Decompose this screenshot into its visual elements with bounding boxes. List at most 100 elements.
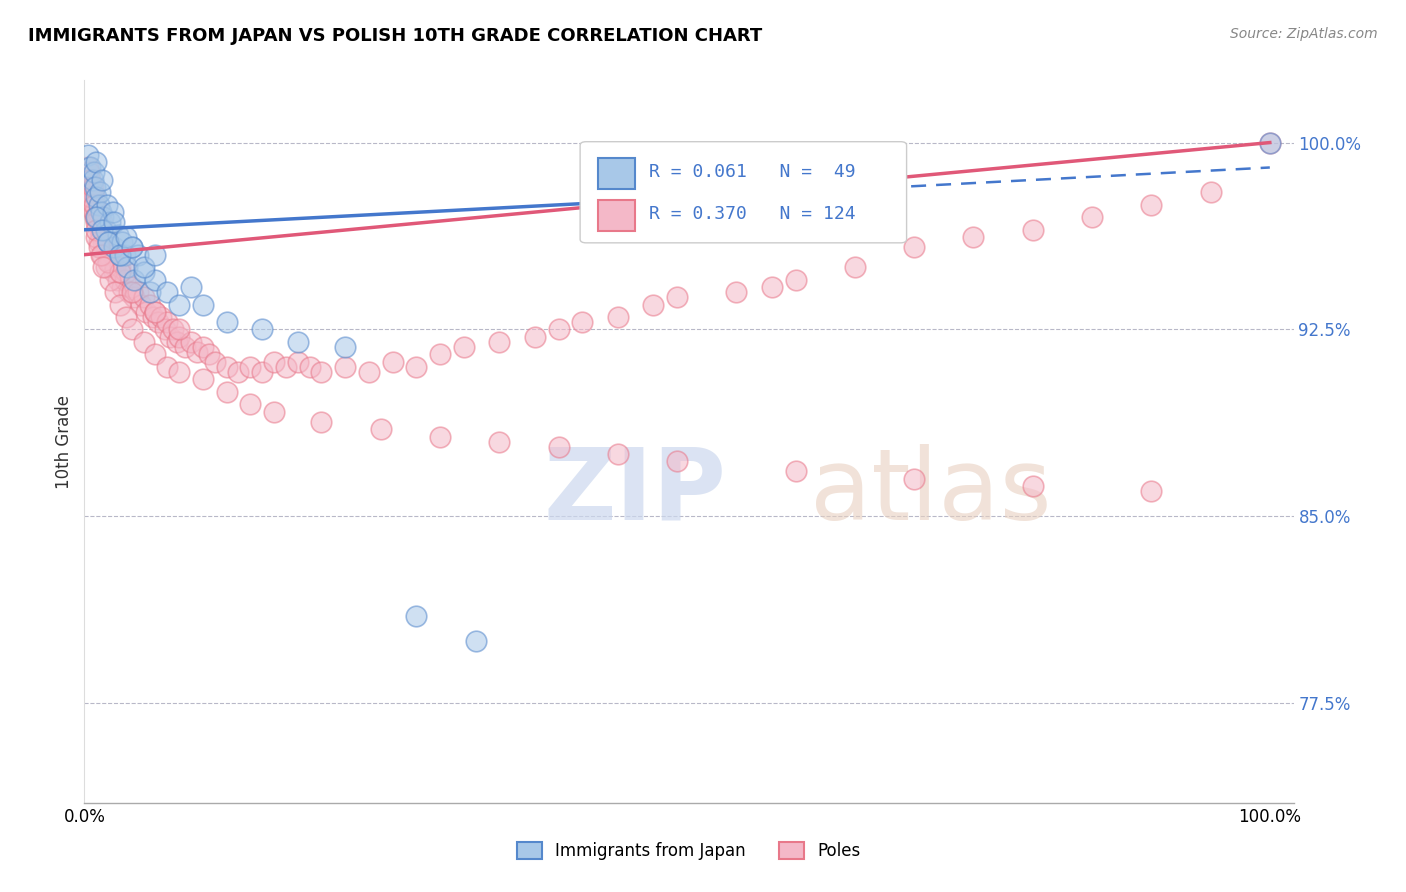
Point xyxy=(83,190,105,204)
Point xyxy=(166,334,188,349)
Text: atlas: atlas xyxy=(810,443,1052,541)
Point xyxy=(145,305,167,319)
Point xyxy=(77,161,100,175)
Point xyxy=(666,454,689,468)
Text: R = 0.061   N =  49: R = 0.061 N = 49 xyxy=(650,163,856,181)
Point xyxy=(844,260,866,274)
Point xyxy=(108,260,131,274)
Point xyxy=(132,260,155,274)
Point xyxy=(84,223,107,237)
Point xyxy=(606,310,628,324)
Point xyxy=(83,165,105,179)
Point xyxy=(121,240,143,254)
Point xyxy=(370,422,392,436)
Point xyxy=(100,255,122,269)
Point xyxy=(111,235,134,250)
Point xyxy=(405,359,427,374)
Point xyxy=(121,280,143,294)
Point xyxy=(108,297,131,311)
Point xyxy=(108,248,131,262)
Point xyxy=(429,347,451,361)
Point xyxy=(84,211,107,225)
Point xyxy=(1081,211,1104,225)
Point xyxy=(100,215,122,229)
Point xyxy=(127,285,149,299)
FancyBboxPatch shape xyxy=(599,158,634,188)
FancyBboxPatch shape xyxy=(599,200,634,230)
Point xyxy=(91,223,114,237)
Point xyxy=(94,223,117,237)
Point xyxy=(156,285,179,299)
Point xyxy=(103,240,125,254)
Point xyxy=(204,355,226,369)
Point xyxy=(263,355,285,369)
Text: IMMIGRANTS FROM JAPAN VS POLISH 10TH GRADE CORRELATION CHART: IMMIGRANTS FROM JAPAN VS POLISH 10TH GRA… xyxy=(28,27,762,45)
Point xyxy=(82,173,104,187)
Point xyxy=(82,186,104,200)
Point xyxy=(146,315,169,329)
Point xyxy=(174,340,197,354)
Point xyxy=(156,315,179,329)
Point xyxy=(108,248,131,262)
Point xyxy=(80,190,103,204)
Point xyxy=(1022,479,1045,493)
Point xyxy=(84,180,107,194)
Point xyxy=(103,265,125,279)
Point xyxy=(167,330,190,344)
Point xyxy=(101,248,124,262)
Point xyxy=(138,297,160,311)
Point xyxy=(180,334,202,349)
Point xyxy=(79,173,101,187)
Point xyxy=(84,198,107,212)
Point xyxy=(180,280,202,294)
Point xyxy=(114,272,136,286)
Point xyxy=(84,215,107,229)
Point xyxy=(153,322,176,336)
Point xyxy=(311,415,333,429)
Point xyxy=(114,248,136,262)
Point xyxy=(93,230,115,244)
Point xyxy=(167,322,190,336)
Point xyxy=(79,173,101,187)
Point xyxy=(87,240,110,254)
Point xyxy=(121,285,143,299)
Point xyxy=(84,211,107,225)
Point xyxy=(186,344,208,359)
Point xyxy=(198,347,221,361)
Point xyxy=(239,397,262,411)
Point xyxy=(903,240,925,254)
Point xyxy=(122,290,145,304)
Point xyxy=(145,347,167,361)
Point xyxy=(91,248,114,262)
Point xyxy=(108,265,131,279)
Point xyxy=(122,272,145,286)
Point xyxy=(103,215,125,229)
Point xyxy=(90,248,112,262)
Point xyxy=(91,173,114,187)
Point xyxy=(91,235,114,250)
Point xyxy=(150,310,173,324)
Point xyxy=(111,280,134,294)
Point xyxy=(250,365,273,379)
Point xyxy=(89,223,111,237)
Point xyxy=(104,285,127,299)
Point xyxy=(90,205,112,219)
Point xyxy=(97,235,120,250)
Point xyxy=(121,240,143,254)
Text: Source: ZipAtlas.com: Source: ZipAtlas.com xyxy=(1230,27,1378,41)
Point xyxy=(239,359,262,374)
Point xyxy=(429,429,451,443)
Point xyxy=(83,198,105,212)
Point xyxy=(488,434,510,449)
Point xyxy=(97,235,120,250)
Point xyxy=(79,161,101,175)
Point xyxy=(121,322,143,336)
Point xyxy=(142,310,165,324)
Point xyxy=(90,227,112,242)
Point xyxy=(962,230,984,244)
Point xyxy=(100,272,122,286)
Point xyxy=(215,359,238,374)
Point xyxy=(107,227,129,242)
Point xyxy=(87,198,110,212)
Text: R = 0.370   N = 124: R = 0.370 N = 124 xyxy=(650,204,856,222)
